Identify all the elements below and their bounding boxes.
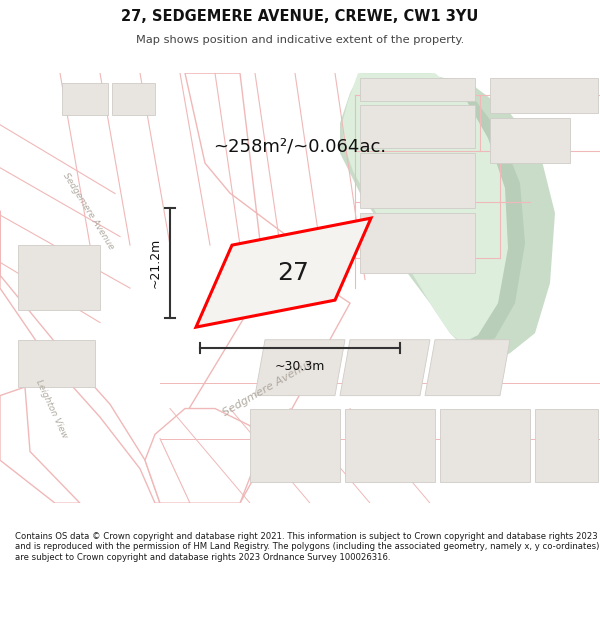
- Text: Contains OS data © Crown copyright and database right 2021. This information is : Contains OS data © Crown copyright and d…: [15, 532, 599, 562]
- Polygon shape: [360, 213, 475, 273]
- Polygon shape: [345, 409, 435, 482]
- Polygon shape: [360, 105, 475, 148]
- Polygon shape: [340, 73, 555, 363]
- Polygon shape: [18, 245, 100, 309]
- Text: Sedgemere Avenue: Sedgemere Avenue: [61, 171, 115, 251]
- Polygon shape: [535, 409, 598, 482]
- Polygon shape: [185, 73, 320, 283]
- Polygon shape: [360, 78, 475, 101]
- Polygon shape: [490, 78, 598, 113]
- Text: ~21.2m: ~21.2m: [149, 238, 162, 288]
- Polygon shape: [112, 83, 155, 115]
- Polygon shape: [0, 211, 160, 503]
- Polygon shape: [18, 340, 95, 387]
- Text: Leighton View: Leighton View: [34, 378, 70, 439]
- Polygon shape: [255, 340, 345, 396]
- Polygon shape: [345, 73, 525, 348]
- Polygon shape: [342, 73, 508, 343]
- Text: ~258m²/~0.064ac.: ~258m²/~0.064ac.: [214, 138, 386, 155]
- Polygon shape: [490, 118, 570, 163]
- Polygon shape: [196, 218, 371, 327]
- Polygon shape: [360, 153, 475, 208]
- Polygon shape: [440, 409, 530, 482]
- Text: Sedgmere Avenue: Sedgmere Avenue: [221, 358, 315, 418]
- Text: ~30.3m: ~30.3m: [275, 360, 325, 373]
- Text: 27, SEDGEMERE AVENUE, CREWE, CW1 3YU: 27, SEDGEMERE AVENUE, CREWE, CW1 3YU: [121, 9, 479, 24]
- Polygon shape: [62, 83, 108, 115]
- Polygon shape: [145, 409, 260, 503]
- Polygon shape: [150, 283, 350, 503]
- Polygon shape: [0, 387, 80, 503]
- Polygon shape: [425, 340, 510, 396]
- Polygon shape: [250, 409, 340, 482]
- Text: 27: 27: [278, 261, 310, 284]
- Polygon shape: [340, 340, 430, 396]
- Text: Map shows position and indicative extent of the property.: Map shows position and indicative extent…: [136, 34, 464, 44]
